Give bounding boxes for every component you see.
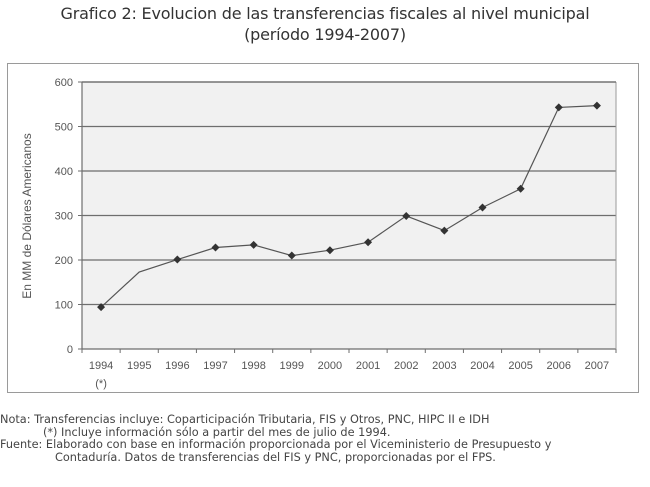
data-point-2003 (440, 226, 449, 235)
x-tick-label-2000: 2000 (318, 360, 342, 372)
data-point-2001 (364, 238, 373, 247)
notes-block: Nota: Transferencias incluye: Coparticip… (0, 413, 650, 465)
data-point-2005 (516, 184, 525, 193)
data-point-1998 (249, 240, 258, 249)
y-tick-label-0: 0 (67, 344, 73, 356)
data-point-2006 (554, 103, 563, 112)
chart-title-line2: (período 1994-2007) (244, 25, 406, 44)
chart-title-line1: Grafico 2: Evolucion de las transferenci… (60, 4, 590, 23)
y-tick-label-200: 200 (55, 255, 73, 267)
x-tick-label-1999: 1999 (280, 360, 304, 372)
data-point-1999 (287, 251, 296, 260)
x-tick-annotation-1994: (*) (95, 378, 107, 390)
x-tick-label-2001: 2001 (356, 360, 380, 372)
y-tick-label-500: 500 (55, 122, 73, 134)
data-point-2004 (478, 203, 487, 212)
y-tick-label-300: 300 (55, 211, 73, 223)
note-text: Nota: Transferencias incluye: Coparticip… (0, 413, 490, 426)
series-line-0 (100, 105, 597, 308)
x-tick-label-1994: 1994 (89, 360, 113, 372)
y-tick-labels: 0 100 200 300 400 500 600 (55, 77, 73, 356)
y-axis-title: En MM de Dólares Americanos (20, 133, 34, 298)
axes (81, 81, 617, 353)
note-asterisk: (*) Incluye información sólo a partir de… (43, 425, 391, 439)
y-tick-label-600: 600 (55, 77, 73, 89)
x-tick-label-1995: 1995 (127, 360, 151, 372)
x-tick-label-2002: 2002 (394, 360, 418, 372)
x-tick-label-1998: 1998 (241, 360, 265, 372)
source-line1: Fuente: Elaborado con base en informació… (0, 438, 552, 452)
x-tick-label-1997: 1997 (203, 360, 227, 372)
series-transferencias (97, 101, 601, 312)
source-line2: Contaduría. Datos de transferencias del … (55, 451, 496, 465)
data-point-1997 (211, 243, 220, 252)
data-point-2002 (402, 211, 411, 220)
data-point-2000 (325, 246, 334, 255)
data-point-2007 (592, 101, 601, 110)
x-tick-label-2005: 2005 (508, 360, 532, 372)
y-tick-label-100: 100 (55, 300, 73, 312)
data-point-1994 (97, 303, 106, 312)
x-tick-label-2007: 2007 (585, 360, 609, 372)
y-tick-label-400: 400 (55, 166, 73, 178)
x-tick-label-1996: 1996 (165, 360, 189, 372)
x-tick-label-2004: 2004 (470, 360, 494, 372)
x-tick-label-2003: 2003 (432, 360, 456, 372)
x-tick-labels: 1994 (*) 1995 1996 1997 1998 1999 2000 2001 2002 2… (89, 360, 609, 390)
x-tick-label-2006: 2006 (547, 360, 571, 372)
data-point-1996 (173, 255, 182, 264)
